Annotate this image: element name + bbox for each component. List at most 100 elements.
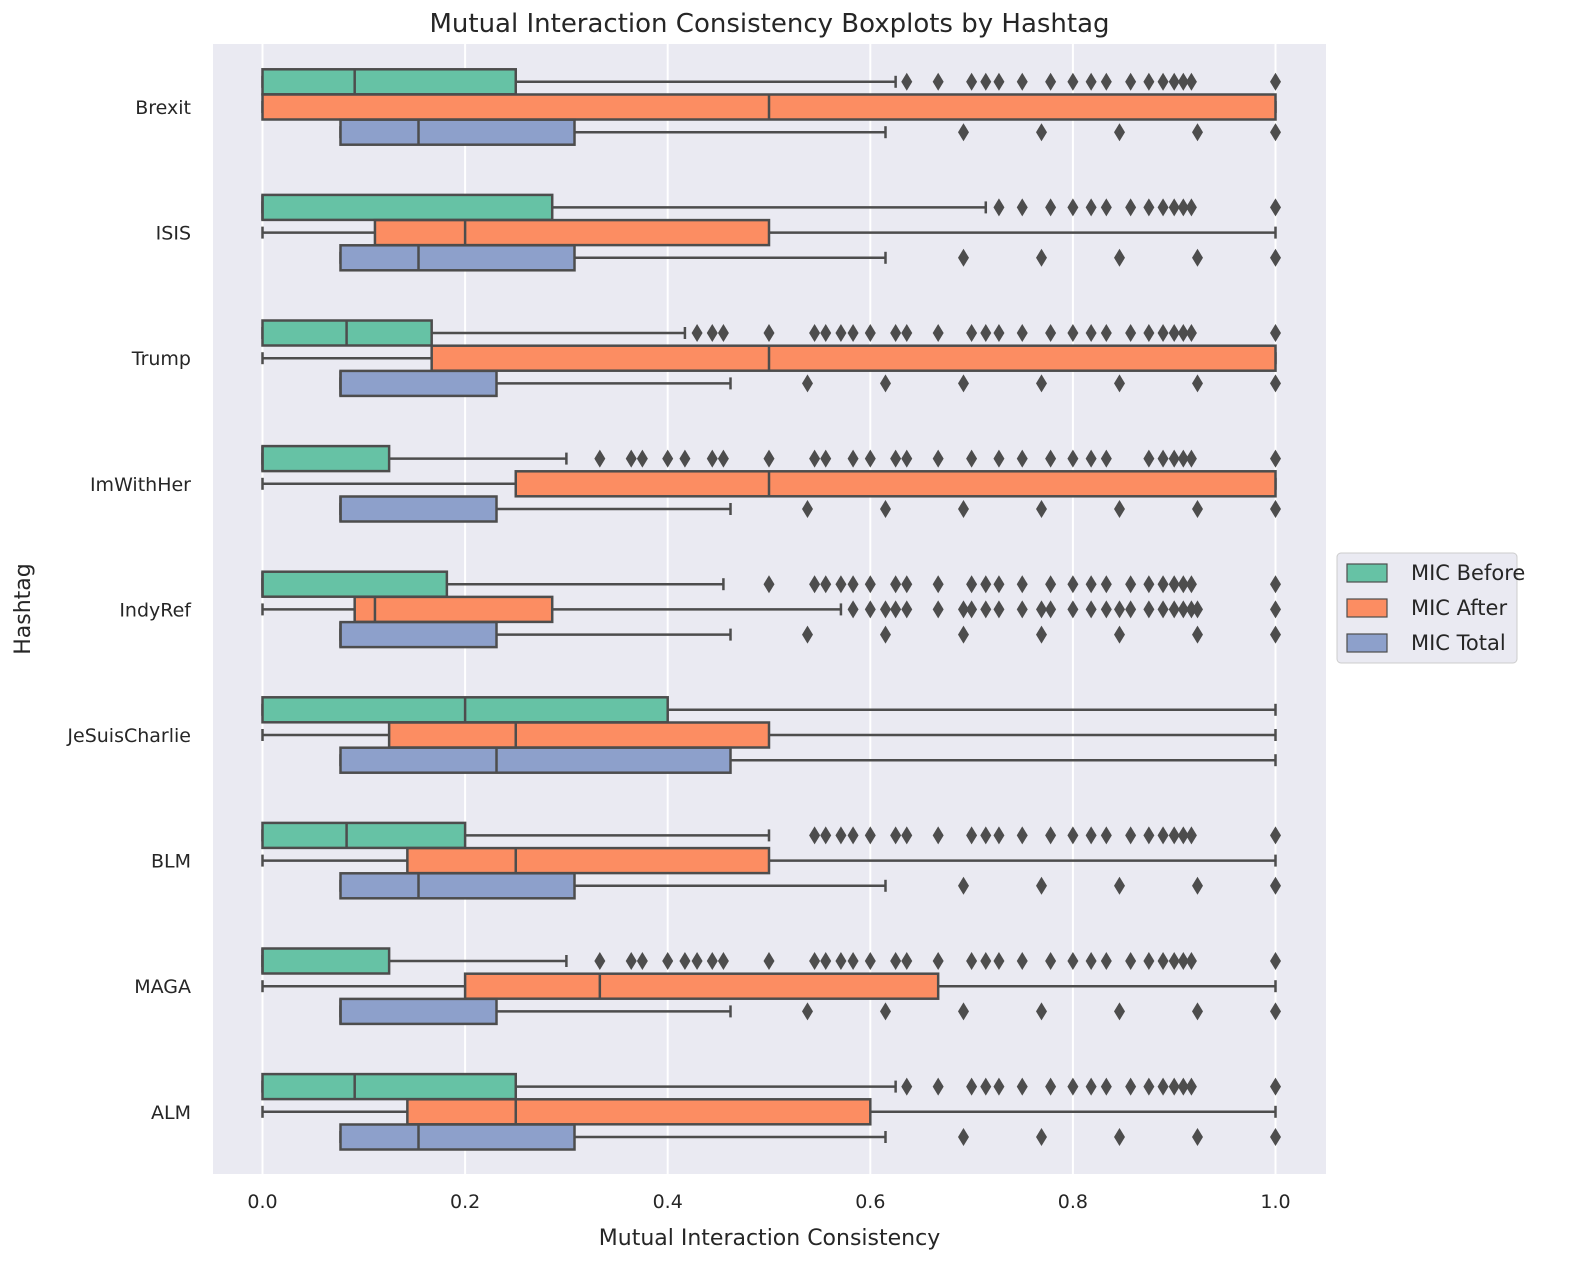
flier-point bbox=[932, 1077, 944, 1096]
flier-point bbox=[993, 72, 1005, 91]
box-iqr bbox=[387, 721, 771, 749]
flier-point bbox=[1185, 952, 1197, 970]
flier-point bbox=[1191, 876, 1203, 895]
flier-point bbox=[1143, 72, 1155, 91]
flier-point bbox=[1016, 72, 1028, 91]
flier-point bbox=[1177, 449, 1189, 468]
flier-point bbox=[1085, 826, 1097, 845]
flier-point bbox=[1185, 1077, 1197, 1096]
flier-point bbox=[1191, 123, 1203, 142]
flier-point bbox=[1067, 198, 1079, 217]
flier-point bbox=[679, 449, 691, 468]
flier-point bbox=[1085, 449, 1097, 468]
flier-point bbox=[1270, 374, 1281, 393]
box-Trump-mic-total bbox=[339, 369, 1281, 398]
legend-label: MIC After bbox=[1411, 596, 1507, 620]
box-iqr bbox=[261, 68, 517, 96]
boxes-layer bbox=[261, 68, 1281, 1151]
flier-point bbox=[957, 1128, 969, 1146]
flier-point bbox=[1143, 600, 1155, 619]
flier-point bbox=[679, 952, 691, 970]
flier-point bbox=[932, 600, 944, 619]
flier-point bbox=[879, 1002, 891, 1021]
flier-point bbox=[1113, 374, 1125, 393]
flier-point bbox=[932, 449, 944, 468]
flier-point bbox=[1191, 1002, 1203, 1021]
box-MAGA-mic-before bbox=[261, 947, 1281, 975]
flier-point bbox=[1270, 198, 1281, 217]
box-ALM-mic-total bbox=[339, 1123, 1281, 1151]
flier-point bbox=[1045, 449, 1057, 468]
flier-point bbox=[1113, 123, 1125, 142]
flier-point bbox=[1270, 324, 1281, 342]
flier-point bbox=[1177, 324, 1189, 342]
flier-point bbox=[1168, 1077, 1180, 1096]
flier-point bbox=[1177, 198, 1189, 217]
flier-point bbox=[957, 500, 969, 518]
flier-point bbox=[1177, 952, 1189, 970]
flier-point bbox=[1185, 324, 1197, 342]
flier-point bbox=[594, 952, 606, 970]
flier-point bbox=[1177, 72, 1189, 91]
flier-point bbox=[980, 575, 992, 594]
box-iqr bbox=[261, 947, 391, 975]
flier-point bbox=[1157, 952, 1169, 970]
flier-point bbox=[691, 952, 703, 970]
box-iqr bbox=[261, 193, 554, 222]
box-ALM-mic-after bbox=[261, 1098, 1277, 1126]
flier-point bbox=[763, 449, 775, 468]
flier-point bbox=[1045, 600, 1057, 619]
flier-point bbox=[636, 449, 648, 468]
flier-point bbox=[1113, 876, 1125, 895]
box-Brexit-mic-before bbox=[261, 68, 1281, 96]
flier-point bbox=[1016, 1077, 1028, 1096]
flier-point bbox=[1045, 1077, 1057, 1096]
box-iqr bbox=[261, 570, 449, 598]
flier-point bbox=[966, 952, 978, 970]
flier-point bbox=[1270, 625, 1281, 644]
flier-point bbox=[932, 575, 944, 594]
flier-point bbox=[932, 952, 944, 970]
flier-point bbox=[1067, 952, 1079, 970]
box-iqr bbox=[339, 118, 576, 146]
legend-swatch bbox=[1346, 633, 1388, 653]
flier-point bbox=[932, 72, 944, 91]
flier-point bbox=[1143, 826, 1155, 845]
box-iqr bbox=[373, 218, 771, 247]
flier-point bbox=[1016, 449, 1028, 468]
flier-point bbox=[1113, 248, 1125, 267]
box-iqr bbox=[430, 344, 1277, 372]
box-iqr bbox=[339, 997, 498, 1026]
flier-point bbox=[1067, 575, 1079, 594]
flier-point bbox=[1168, 575, 1180, 594]
flier-point bbox=[1085, 575, 1097, 594]
flier-point bbox=[993, 575, 1005, 594]
flier-point bbox=[993, 198, 1005, 217]
flier-point bbox=[1085, 600, 1097, 619]
flier-point bbox=[1045, 72, 1057, 91]
flier-point bbox=[1270, 72, 1281, 91]
flier-point bbox=[625, 449, 637, 468]
flier-point bbox=[1270, 1077, 1281, 1096]
flier-point bbox=[932, 324, 944, 342]
flier-point bbox=[890, 826, 902, 845]
flier-point bbox=[847, 324, 859, 342]
flier-point bbox=[966, 826, 978, 845]
x-tick-label: 0.0 bbox=[247, 1191, 277, 1213]
flier-point bbox=[1168, 449, 1180, 468]
flier-point bbox=[993, 600, 1005, 619]
flier-point bbox=[809, 575, 821, 594]
box-iqr bbox=[463, 972, 940, 1000]
flier-point bbox=[1100, 324, 1112, 342]
flier-point bbox=[1168, 826, 1180, 845]
flier-point bbox=[809, 826, 821, 845]
flier-point bbox=[706, 324, 718, 342]
flier-point bbox=[864, 449, 876, 468]
flier-point bbox=[993, 952, 1005, 970]
flier-point bbox=[1113, 625, 1125, 644]
flier-point bbox=[993, 826, 1005, 845]
flier-point bbox=[1177, 600, 1189, 619]
box-ImWithHer-mic-before bbox=[261, 444, 1281, 473]
flier-point bbox=[980, 1077, 992, 1096]
flier-point bbox=[901, 575, 913, 594]
